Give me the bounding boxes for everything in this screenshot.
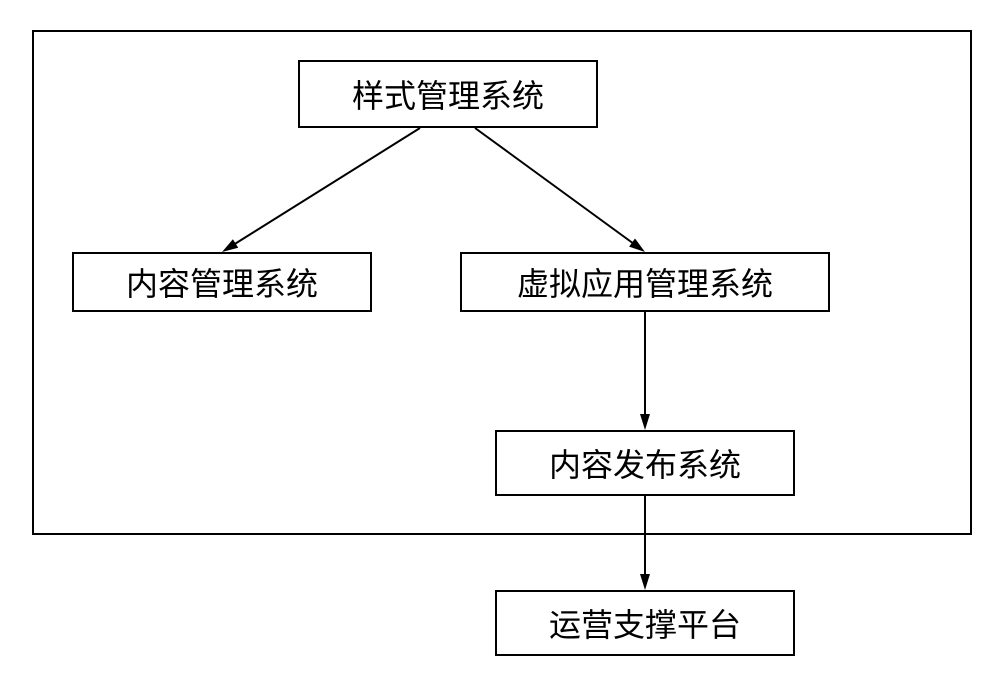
node-content-mgmt: 内容管理系统 bbox=[72, 252, 372, 312]
node-label: 内容管理系统 bbox=[126, 259, 318, 305]
diagram-canvas: 样式管理系统 内容管理系统 虚拟应用管理系统 内容发布系统 运营支撑平台 bbox=[0, 0, 1000, 681]
node-publish: 内容发布系统 bbox=[495, 430, 795, 496]
node-label: 运营支撑平台 bbox=[549, 600, 741, 646]
node-style-mgmt: 样式管理系统 bbox=[298, 60, 598, 128]
node-label: 样式管理系统 bbox=[352, 71, 544, 117]
node-label: 内容发布系统 bbox=[549, 440, 741, 486]
node-virtual-app: 虚拟应用管理系统 bbox=[460, 252, 830, 312]
node-label: 虚拟应用管理系统 bbox=[517, 259, 773, 305]
node-ops-platform: 运营支撑平台 bbox=[495, 590, 795, 656]
